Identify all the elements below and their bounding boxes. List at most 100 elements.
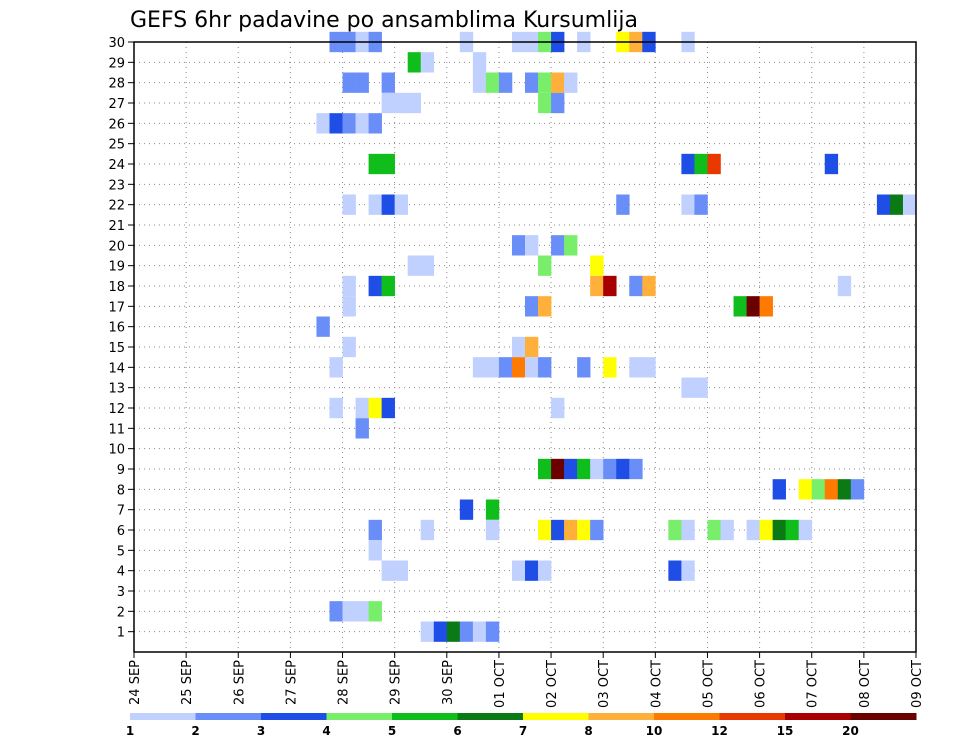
data-cell	[472, 357, 487, 378]
data-cell	[785, 519, 799, 541]
data-cell	[681, 153, 695, 175]
y-tick-label: 7	[117, 504, 125, 519]
legend-label: 5	[388, 724, 396, 738]
data-cell	[603, 275, 617, 297]
x-tick-label: 05 OCT	[701, 660, 716, 708]
x-tick-label: 04 OCT	[649, 660, 664, 708]
data-cell	[433, 621, 448, 642]
data-cell	[485, 499, 500, 520]
x-tick-label: 02 OCT	[545, 660, 560, 708]
data-cell	[381, 92, 395, 114]
legend-label: 6	[453, 724, 461, 738]
y-tick-label: 6	[117, 524, 125, 539]
data-cell	[329, 397, 343, 419]
data-cell	[420, 519, 435, 541]
data-cell	[642, 357, 656, 378]
x-tick-label: 07 OCT	[806, 660, 821, 708]
data-cell	[707, 519, 721, 541]
data-cell	[538, 560, 552, 581]
y-tick-label: 20	[108, 239, 125, 254]
chart-title: GEFS 6hr padavine po ansamblima Kursumli…	[130, 8, 638, 33]
y-tick-label: 8	[117, 483, 125, 498]
y-tick-label: 18	[108, 280, 125, 295]
data-cell	[394, 560, 408, 581]
data-cell	[381, 194, 395, 215]
data-cell	[538, 458, 552, 480]
data-cell	[720, 519, 734, 541]
data-cell	[472, 72, 487, 93]
data-cell	[316, 113, 330, 134]
data-cell	[538, 72, 552, 93]
data-cell	[525, 72, 539, 93]
data-cell	[564, 72, 578, 93]
legend-label: 3	[257, 724, 265, 738]
x-tick-label: 08 OCT	[858, 660, 873, 708]
legend-swatch	[392, 713, 458, 720]
data-cell	[590, 255, 604, 276]
data-cell	[525, 560, 539, 581]
x-tick-label: 01 OCT	[493, 660, 508, 708]
data-cell	[681, 194, 695, 215]
y-tick-label: 26	[108, 117, 125, 132]
data-cell	[551, 397, 565, 419]
data-cell	[538, 357, 552, 378]
data-cell	[355, 601, 369, 622]
y-tick-label: 29	[108, 56, 125, 71]
legend: 1 2 3 4 5 6 7 8 10 12 15 20	[126, 713, 917, 738]
y-tick-label: 2	[117, 605, 125, 620]
data-cell	[525, 357, 539, 378]
y-tick-label: 15	[108, 341, 125, 356]
data-cell	[316, 316, 330, 337]
data-cell	[902, 194, 917, 215]
y-tick-label: 27	[108, 97, 125, 112]
data-cell	[577, 519, 591, 541]
data-cell	[577, 458, 591, 480]
data-cell	[551, 458, 565, 480]
data-cell	[342, 275, 356, 297]
data-cell	[342, 601, 356, 622]
data-cell	[525, 296, 539, 317]
legend-label: 8	[584, 724, 592, 738]
data-cell	[850, 479, 865, 500]
x-tick-label: 03 OCT	[597, 660, 612, 708]
data-cell	[824, 153, 839, 175]
data-cell	[342, 113, 356, 134]
legend-label: 20	[842, 724, 859, 738]
data-cell	[733, 296, 747, 317]
data-cell	[798, 479, 813, 500]
y-tick-label: 13	[108, 382, 125, 397]
data-cell	[368, 275, 382, 297]
data-cell	[329, 601, 343, 622]
data-cell	[394, 92, 408, 114]
y-tick-label: 21	[108, 219, 125, 234]
data-cell	[590, 519, 604, 541]
data-cell	[681, 560, 695, 581]
data-cell	[472, 52, 487, 73]
y-tick-label: 12	[108, 402, 125, 417]
y-tick-label: 14	[108, 361, 125, 376]
data-cell	[551, 92, 565, 114]
data-cell	[381, 153, 395, 175]
data-cell	[564, 519, 578, 541]
x-tick-label: 30 SEP	[441, 660, 456, 705]
data-cell	[772, 519, 786, 541]
data-cell	[772, 479, 786, 500]
data-cell	[811, 479, 826, 500]
data-cells	[316, 31, 917, 642]
data-cell	[472, 621, 487, 642]
data-cell	[759, 296, 773, 317]
data-cell	[498, 72, 513, 93]
legend-swatch	[457, 713, 524, 720]
data-cell	[355, 113, 369, 134]
x-tick-label: 26 SEP	[232, 660, 247, 705]
data-cell	[355, 72, 369, 93]
data-cell	[551, 519, 565, 541]
y-tick-label: 4	[117, 565, 125, 580]
legend-label: 4	[322, 724, 330, 738]
data-cell	[629, 275, 643, 297]
x-tick-label: 25 SEP	[180, 660, 195, 705]
data-cell	[485, 519, 500, 541]
data-cell	[511, 235, 526, 256]
data-cell	[329, 357, 343, 378]
